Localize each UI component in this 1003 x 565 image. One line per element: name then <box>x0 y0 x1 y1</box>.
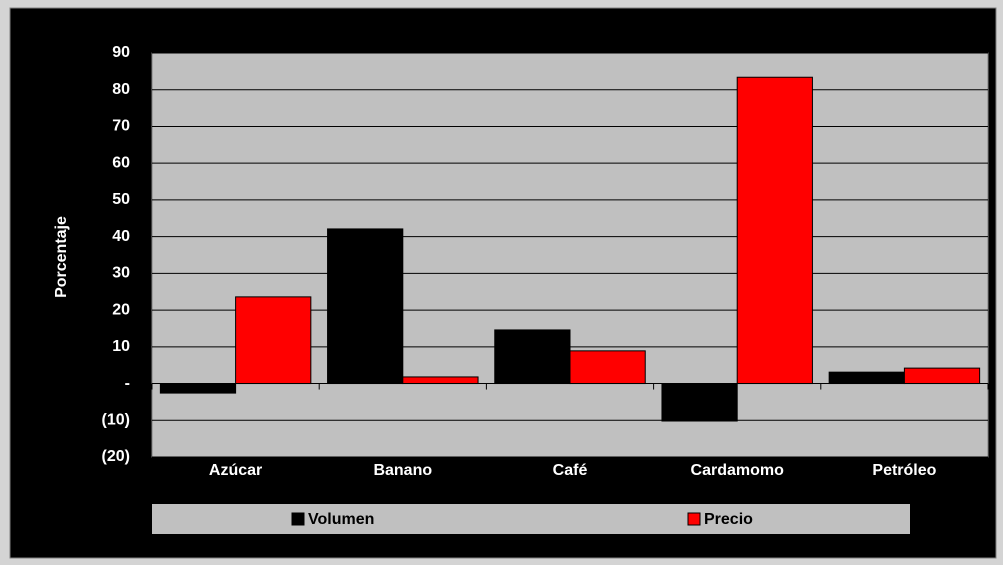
y-tick-label: 20 <box>112 301 130 318</box>
legend-swatch <box>291 512 305 526</box>
x-tick-label: Azúcar <box>209 462 262 479</box>
bar <box>736 76 813 385</box>
y-axis-label: Porcentaje <box>53 216 70 298</box>
y-tick-label: (10) <box>102 411 130 428</box>
legend-label: Volumen <box>308 511 374 528</box>
bar <box>903 367 981 385</box>
y-tick-label: 40 <box>112 228 130 245</box>
x-tick-label: Café <box>553 462 588 479</box>
x-tick-label: Cardamomo <box>691 462 785 479</box>
bar <box>828 371 905 385</box>
legend-label: Precio <box>704 511 753 528</box>
y-tick-label: 60 <box>112 154 130 171</box>
y-tick-label: 90 <box>112 44 130 61</box>
bar <box>494 329 571 385</box>
y-tick-label: 50 <box>112 191 130 208</box>
legend <box>152 504 910 534</box>
bar <box>159 383 237 394</box>
y-tick-label: - <box>125 375 130 392</box>
bar <box>569 350 646 385</box>
bar <box>402 376 479 385</box>
plot-area <box>151 52 989 458</box>
y-tick-label: 70 <box>112 118 130 135</box>
legend-swatch <box>687 512 701 526</box>
bar <box>661 383 738 422</box>
y-tick-label: 80 <box>112 81 130 98</box>
bar <box>235 296 312 385</box>
bar <box>327 228 404 385</box>
y-tick-label: 30 <box>112 265 130 282</box>
y-tick-label: 10 <box>112 338 130 355</box>
y-tick-label: (20) <box>102 448 130 465</box>
x-tick-label: Petróleo <box>872 462 936 479</box>
x-tick-label: Banano <box>373 462 432 479</box>
